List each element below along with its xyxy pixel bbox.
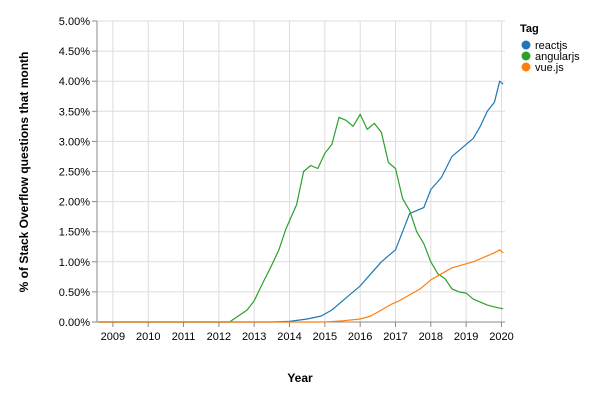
y-tick-label: 2.50% bbox=[59, 167, 90, 179]
x-tick-label: 2009 bbox=[101, 331, 125, 343]
legend-item: angularjs bbox=[521, 51, 580, 63]
grid bbox=[97, 20, 505, 323]
axes: 0.00% 0.50% 1.00% 1.50% 2.00% 2.50% 3.00% 3.50%… bbox=[59, 16, 514, 343]
legend-label: angularjs bbox=[535, 51, 580, 63]
y-tick-label: 2.00% bbox=[59, 197, 90, 209]
y-tick-label: 0.00% bbox=[59, 317, 90, 329]
legend-title: Tag bbox=[520, 23, 539, 35]
y-tick-label: 1.50% bbox=[59, 227, 90, 239]
legend-marker bbox=[521, 62, 531, 72]
x-tick-label: 2020 bbox=[489, 331, 513, 343]
series-line-vue-js bbox=[98, 249, 504, 323]
x-tick-label: 2016 bbox=[348, 331, 372, 343]
y-tick-label: 1.00% bbox=[59, 257, 90, 269]
x-axis-title: Year bbox=[287, 371, 313, 385]
legend-label: vue.js bbox=[535, 62, 564, 74]
x-tick-label: 2013 bbox=[242, 331, 266, 343]
x-tick-label: 2012 bbox=[207, 331, 231, 343]
y-tick-label: 3.00% bbox=[59, 136, 90, 148]
y-tick-label: 0.50% bbox=[59, 287, 90, 299]
series-line-reactjs bbox=[98, 80, 504, 323]
legend-item: vue.js bbox=[521, 62, 564, 74]
x-tick-label: 2014 bbox=[277, 331, 301, 343]
y-tick-label: 3.50% bbox=[59, 106, 90, 118]
legend-item: reactjs bbox=[521, 40, 568, 52]
x-tick-label: 2018 bbox=[419, 331, 443, 343]
x-tick-label: 2011 bbox=[172, 331, 196, 343]
x-tick-label: 2015 bbox=[313, 331, 337, 343]
x-tick-label: 2010 bbox=[136, 331, 160, 343]
y-tick-label: 4.00% bbox=[59, 76, 90, 88]
series-lines bbox=[98, 80, 504, 323]
y-tick-label: 4.50% bbox=[59, 46, 90, 58]
series-line-angularjs bbox=[98, 113, 504, 323]
y-tick-label: 5.00% bbox=[59, 16, 90, 28]
x-tick-label: 2019 bbox=[454, 331, 478, 343]
legend-marker bbox=[521, 51, 531, 61]
legend-marker bbox=[521, 40, 531, 50]
x-tick-label: 2017 bbox=[383, 331, 407, 343]
legend-label: reactjs bbox=[535, 40, 568, 52]
y-axis-title: % of Stack Overflow questions that month bbox=[17, 52, 31, 293]
